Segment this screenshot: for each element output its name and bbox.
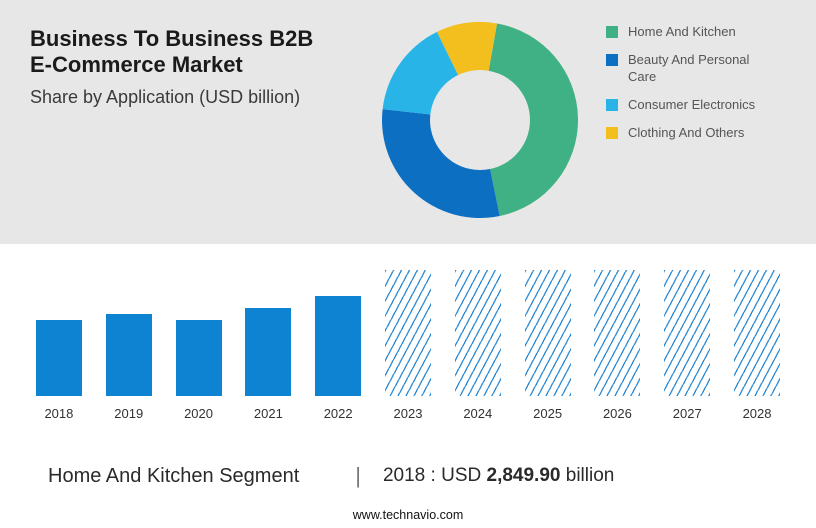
segment-name: Home And Kitchen Segment: [48, 465, 299, 488]
bar-forecast: [594, 270, 640, 396]
bar-cell: [303, 268, 373, 396]
bar-chart: 2018201920202021202220232024202520262027…: [0, 244, 816, 444]
stat-value: 2,849.90: [487, 465, 561, 486]
bar-actual: [315, 296, 361, 396]
donut-chart: [380, 14, 580, 233]
bar-forecast: [734, 270, 780, 396]
year-labels-row: 2018201920202021202220232024202520262027…: [24, 406, 792, 421]
bar-cell: [652, 268, 722, 396]
year-label: 2020: [164, 406, 234, 421]
bar-cell: [513, 268, 583, 396]
legend-item: Clothing And Others: [606, 125, 778, 141]
bar-cell: [722, 268, 792, 396]
bar-cell: [233, 268, 303, 396]
bar-forecast: [525, 270, 571, 396]
stat-prefix: : USD: [425, 465, 486, 486]
stat-suffix: billion: [560, 465, 614, 486]
year-label: 2021: [233, 406, 303, 421]
stat-year: 2018: [383, 465, 425, 486]
bars-row: [24, 268, 792, 396]
top-panel: Business To Business B2B E-Commerce Mark…: [0, 0, 816, 244]
year-label: 2027: [652, 406, 722, 421]
legend-swatch: [606, 127, 618, 139]
legend-item: Home And Kitchen: [606, 24, 778, 40]
footer-stat: Home And Kitchen Segment | 2018 : USD 2,…: [0, 463, 816, 489]
legend-label: Clothing And Others: [628, 125, 744, 141]
bar-forecast: [455, 270, 501, 396]
bar-actual: [245, 308, 291, 396]
legend: Home And Kitchen Beauty And Personal Care…: [606, 24, 778, 153]
bar-cell: [583, 268, 653, 396]
year-label: 2025: [513, 406, 583, 421]
year-label: 2018: [24, 406, 94, 421]
bar-forecast: [385, 270, 431, 396]
year-label: 2022: [303, 406, 373, 421]
legend-label: Home And Kitchen: [628, 24, 736, 40]
bar-cell: [373, 268, 443, 396]
legend-label: Consumer Electronics: [628, 97, 755, 113]
bar-actual: [36, 320, 82, 396]
year-label: 2019: [94, 406, 164, 421]
legend-swatch: [606, 26, 618, 38]
divider: |: [355, 463, 361, 489]
bar-actual: [176, 320, 222, 396]
bar-cell: [94, 268, 164, 396]
year-label: 2023: [373, 406, 443, 421]
legend-item: Consumer Electronics: [606, 97, 778, 113]
year-label: 2028: [722, 406, 792, 421]
watermark: www.technavio.com: [0, 508, 816, 522]
stat-text: 2018 : USD 2,849.90 billion: [383, 465, 614, 487]
legend-swatch: [606, 99, 618, 111]
legend-label: Beauty And Personal Care: [628, 52, 778, 85]
year-label: 2024: [443, 406, 513, 421]
legend-swatch: [606, 54, 618, 66]
bar-cell: [164, 268, 234, 396]
donut-hole: [430, 70, 530, 170]
year-label: 2026: [583, 406, 653, 421]
bar-actual: [106, 314, 152, 396]
bar-forecast: [664, 270, 710, 396]
bar-cell: [24, 268, 94, 396]
legend-item: Beauty And Personal Care: [606, 52, 778, 85]
donut-svg: [380, 14, 580, 228]
bar-cell: [443, 268, 513, 396]
